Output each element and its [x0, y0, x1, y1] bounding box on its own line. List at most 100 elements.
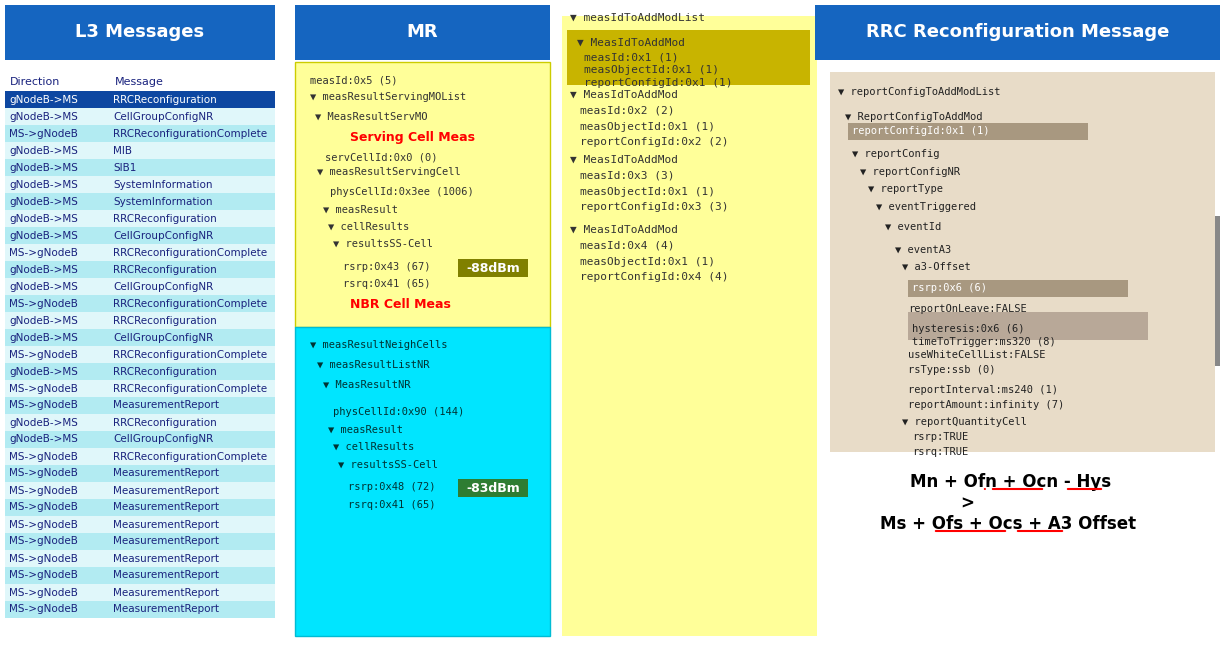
Text: gNodeB->MS: gNodeB->MS [9, 145, 78, 156]
Text: MS->gNodeB: MS->gNodeB [9, 401, 78, 410]
Text: measId:0x3 (3): measId:0x3 (3) [580, 170, 674, 180]
Text: reportAmount:infinity (7): reportAmount:infinity (7) [908, 400, 1064, 410]
Text: ▼ a3-Offset: ▼ a3-Offset [902, 262, 971, 272]
Text: rsrp:0x48 (72): rsrp:0x48 (72) [348, 482, 436, 492]
Text: gNodeB->MS: gNodeB->MS [9, 417, 78, 428]
Text: MR: MR [406, 23, 438, 41]
Text: gNodeB->MS: gNodeB->MS [9, 94, 78, 105]
Text: ▼ MeasIdToAddMod: ▼ MeasIdToAddMod [570, 90, 678, 100]
Bar [5, 414, 275, 431]
Text: RRCReconfigurationComplete: RRCReconfigurationComplete [113, 452, 267, 461]
Bar [295, 327, 550, 636]
Bar [295, 5, 550, 60]
Text: rsrp:0x43 (67): rsrp:0x43 (67) [343, 262, 431, 272]
Text: ▼ reportConfigToAddModList: ▼ reportConfigToAddModList [838, 87, 1000, 97]
Text: ▼ eventA3: ▼ eventA3 [895, 245, 951, 255]
Text: gNodeB->MS: gNodeB->MS [9, 163, 78, 172]
Bar [908, 312, 1148, 340]
Text: measObjectId:0x1 (1): measObjectId:0x1 (1) [580, 257, 715, 267]
Bar [5, 550, 275, 567]
Text: gNodeB->MS: gNodeB->MS [9, 180, 78, 189]
Text: Ms + Ofs + Ocs + A3 Offset: Ms + Ofs + Ocs + A3 Offset [880, 515, 1136, 533]
Text: ▼ measResultNeighCells: ▼ measResultNeighCells [310, 340, 448, 350]
Text: MS->gNodeB: MS->gNodeB [9, 570, 78, 581]
Text: CellGroupConfigNR: CellGroupConfigNR [113, 112, 213, 121]
Text: MS->gNodeB: MS->gNodeB [9, 298, 78, 309]
Text: ▼ cellResults: ▼ cellResults [328, 222, 409, 232]
Text: NBR Cell Meas: NBR Cell Meas [350, 298, 450, 311]
Text: rsType:ssb (0): rsType:ssb (0) [908, 365, 995, 375]
Text: MeasurementReport: MeasurementReport [113, 519, 219, 530]
Bar [5, 380, 275, 397]
Bar [908, 280, 1129, 297]
Bar [5, 499, 275, 516]
Text: MIB: MIB [113, 145, 132, 156]
Text: reportOnLeave:FALSE: reportOnLeave:FALSE [908, 304, 1027, 314]
Text: reportConfigId:0x4 (4): reportConfigId:0x4 (4) [580, 272, 728, 282]
Text: reportConfigId:0x1 (1): reportConfigId:0x1 (1) [584, 78, 732, 88]
Text: ▼ reportType: ▼ reportType [868, 184, 942, 194]
Text: CellGroupConfigNR: CellGroupConfigNR [113, 282, 213, 291]
Bar [830, 72, 1215, 452]
Text: ▼ MeasResultServMO: ▼ MeasResultServMO [315, 112, 427, 122]
Text: MS->gNodeB: MS->gNodeB [9, 452, 78, 461]
Bar [458, 259, 528, 277]
Bar [5, 533, 275, 550]
Text: CellGroupConfigNR: CellGroupConfigNR [113, 435, 213, 444]
Text: MS->gNodeB: MS->gNodeB [9, 536, 78, 547]
Text: RRCReconfiguration: RRCReconfiguration [113, 264, 217, 275]
Bar [5, 108, 275, 125]
Text: timeToTrigger:ms320 (8): timeToTrigger:ms320 (8) [912, 337, 1056, 347]
Text: ▼ measIdToAddModList: ▼ measIdToAddModList [570, 13, 705, 23]
Text: MS->gNodeB: MS->gNodeB [9, 605, 78, 614]
Bar [5, 397, 275, 414]
Text: ▼ measResultListNR: ▼ measResultListNR [317, 360, 430, 370]
Bar [1215, 216, 1220, 366]
Text: ▼ MeasIdToAddMod: ▼ MeasIdToAddMod [570, 155, 678, 165]
Bar [562, 16, 816, 636]
Text: RRCReconfigurationComplete: RRCReconfigurationComplete [113, 129, 267, 138]
Bar [567, 30, 810, 85]
Text: measObjectId:0x1 (1): measObjectId:0x1 (1) [584, 65, 718, 75]
Bar [5, 261, 275, 278]
Text: measObjectId:0x1 (1): measObjectId:0x1 (1) [580, 122, 715, 132]
Text: ▼ ReportConfigToAddMod: ▼ ReportConfigToAddMod [845, 112, 983, 122]
Text: gNodeB->MS: gNodeB->MS [9, 366, 78, 377]
Bar [5, 210, 275, 227]
Text: ▼ measResultServingMOList: ▼ measResultServingMOList [310, 92, 466, 102]
Bar [5, 516, 275, 533]
Text: physCellId:0x3ee (1006): physCellId:0x3ee (1006) [330, 187, 474, 197]
Text: MeasurementReport: MeasurementReport [113, 468, 219, 479]
Text: physCellId:0x90 (144): physCellId:0x90 (144) [333, 407, 464, 417]
Text: reportConfigId:0x3 (3): reportConfigId:0x3 (3) [580, 202, 728, 212]
Bar [5, 5, 275, 60]
Text: ▼ reportConfigNR: ▼ reportConfigNR [860, 167, 960, 177]
Bar [5, 312, 275, 329]
Text: ▼ cellResults: ▼ cellResults [333, 442, 414, 452]
Text: MS->gNodeB: MS->gNodeB [9, 468, 78, 479]
Text: >: > [960, 495, 974, 513]
Text: -83dBm: -83dBm [466, 481, 520, 494]
Text: MeasurementReport: MeasurementReport [113, 401, 219, 410]
Text: CellGroupConfigNR: CellGroupConfigNR [113, 333, 213, 342]
Text: MeasurementReport: MeasurementReport [113, 587, 219, 598]
Text: CellGroupConfigNR: CellGroupConfigNR [113, 231, 213, 240]
Bar [5, 142, 275, 159]
Bar [5, 227, 275, 244]
Text: MS->gNodeB: MS->gNodeB [9, 519, 78, 530]
Text: rsrp:0x6 (6): rsrp:0x6 (6) [912, 283, 987, 293]
Text: ▼ measResultServingCell: ▼ measResultServingCell [317, 167, 460, 177]
Text: ▼ eventTriggered: ▼ eventTriggered [876, 202, 976, 212]
Text: Serving Cell Meas: Serving Cell Meas [350, 130, 475, 143]
Text: RRCReconfigurationComplete: RRCReconfigurationComplete [113, 349, 267, 360]
Text: RRCReconfigurationComplete: RRCReconfigurationComplete [113, 247, 267, 258]
Text: RRCReconfiguration: RRCReconfiguration [113, 213, 217, 224]
Bar [5, 584, 275, 601]
Bar [5, 193, 275, 210]
Text: RRCReconfigurationComplete: RRCReconfigurationComplete [113, 298, 267, 309]
Text: Mn + Ofn + Ocn - Hys: Mn + Ofn + Ocn - Hys [909, 473, 1111, 491]
Text: RRCReconfiguration: RRCReconfiguration [113, 417, 217, 428]
Text: measId:0x5 (5): measId:0x5 (5) [310, 75, 398, 85]
Text: MS->gNodeB: MS->gNodeB [9, 349, 78, 360]
Text: gNodeB->MS: gNodeB->MS [9, 231, 78, 240]
